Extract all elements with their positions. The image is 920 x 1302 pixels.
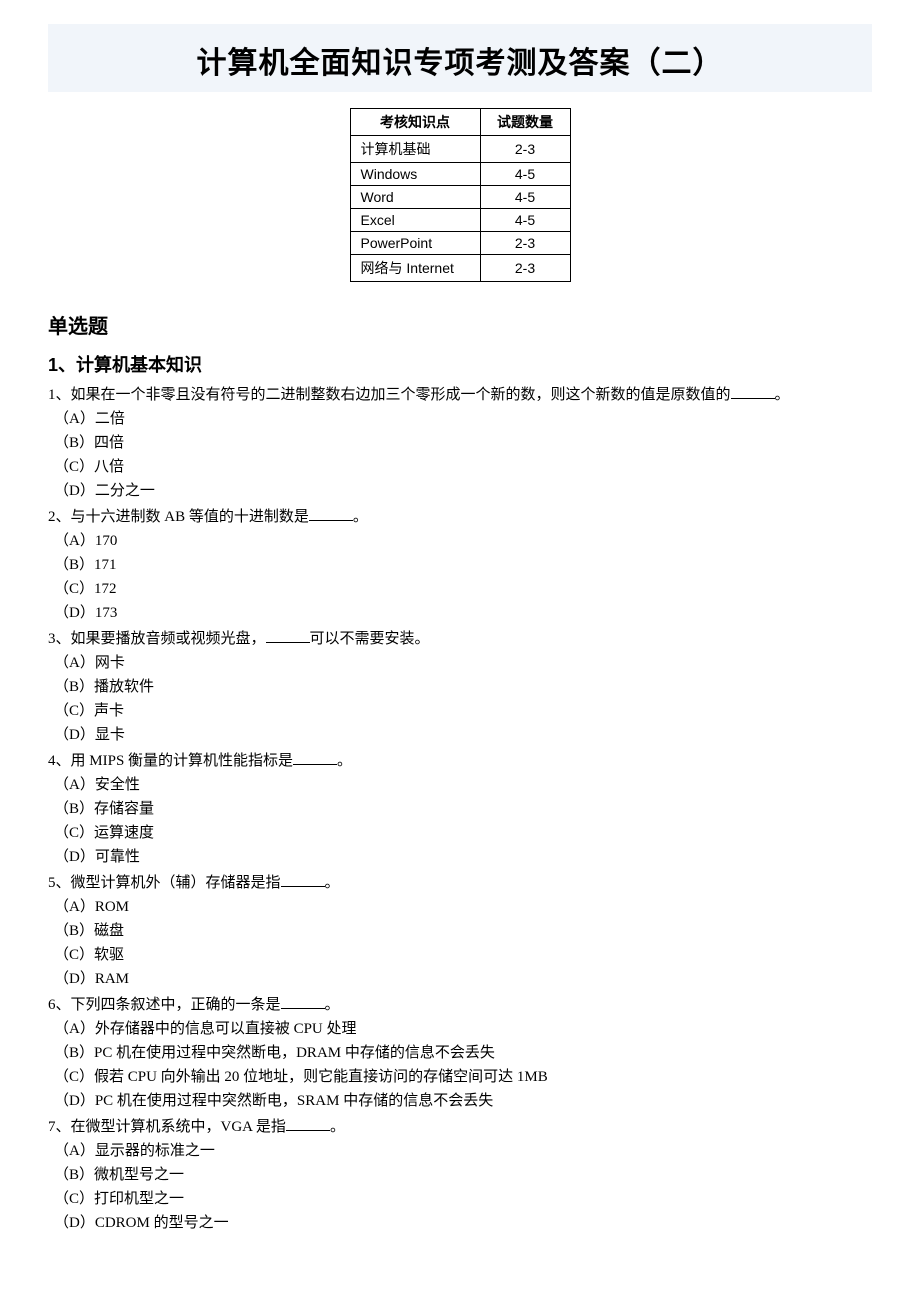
cell-topic: Excel <box>350 209 480 232</box>
stem-text-after: 。 <box>775 387 790 403</box>
stem-text-after: 。 <box>337 753 352 769</box>
subsection-heading: 1、计算机基本知识 <box>48 351 872 377</box>
question-option: （A）网卡 <box>54 651 872 675</box>
cell-count: 2-3 <box>480 232 570 255</box>
question-number: 6、 <box>48 997 71 1013</box>
cell-topic: Word <box>350 186 480 209</box>
table-header-row: 考核知识点 试题数量 <box>350 109 570 136</box>
question-option: （A）二倍 <box>54 407 872 431</box>
question-stem: 1、如果在一个非零且没有符号的二进制整数右边加三个零形成一个新的数，则这个新数的… <box>48 383 872 407</box>
table-row: 网络与 Internet2-3 <box>350 255 570 282</box>
fill-blank <box>731 384 775 399</box>
question-number: 2、 <box>48 509 71 525</box>
stem-text-before: 下列四条叙述中，正确的一条是 <box>71 997 281 1013</box>
question-option: （B）PC 机在使用过程中突然断电，DRAM 中存储的信息不会丢失 <box>54 1041 872 1065</box>
question-option: （C）声卡 <box>54 699 872 723</box>
fill-blank <box>281 872 325 887</box>
stem-text-before: 用 MIPS 衡量的计算机性能指标是 <box>71 753 294 769</box>
col-header-count: 试题数量 <box>480 109 570 136</box>
table-row: 计算机基础2-3 <box>350 136 570 163</box>
question-option: （D）PC 机在使用过程中突然断电，SRAM 中存储的信息不会丢失 <box>54 1089 872 1113</box>
question-option: （B）磁盘 <box>54 919 872 943</box>
fill-blank <box>309 506 353 521</box>
stem-text-after: 。 <box>353 509 368 525</box>
fill-blank <box>286 1116 330 1131</box>
page-title: 计算机全面知识专项考测及答案（二） <box>48 38 872 82</box>
question: 1、如果在一个非零且没有符号的二进制整数右边加三个零形成一个新的数，则这个新数的… <box>48 383 872 503</box>
cell-topic: 计算机基础 <box>350 136 480 163</box>
question-option: （D）可靠性 <box>54 845 872 869</box>
cell-count: 4-5 <box>480 186 570 209</box>
stem-text-before: 与十六进制数 AB 等值的十进制数是 <box>71 509 309 525</box>
table-row: Windows4-5 <box>350 163 570 186</box>
question-stem: 7、在微型计算机系统中，VGA 是指 。 <box>48 1115 872 1139</box>
fill-blank <box>266 628 310 643</box>
question-stem: 4、用 MIPS 衡量的计算机性能指标是 。 <box>48 749 872 773</box>
cell-topic: PowerPoint <box>350 232 480 255</box>
table-row: PowerPoint2-3 <box>350 232 570 255</box>
stem-text-after: 。 <box>325 997 340 1013</box>
question-number: 5、 <box>48 875 71 891</box>
question-option: （C）打印机型之一 <box>54 1187 872 1211</box>
question-option: （B）171 <box>54 553 872 577</box>
section-heading: 单选题 <box>48 310 872 339</box>
question-option: （A）ROM <box>54 895 872 919</box>
cell-count: 4-5 <box>480 209 570 232</box>
stem-text-after: 可以不需要安装。 <box>310 631 430 647</box>
question-option: （A）安全性 <box>54 773 872 797</box>
stem-text-before: 如果在一个非零且没有符号的二进制整数右边加三个零形成一个新的数，则这个新数的值是… <box>71 387 731 403</box>
page: 计算机全面知识专项考测及答案（二） 考核知识点 试题数量 计算机基础2-3Win… <box>0 0 920 1285</box>
question-option: （A）显示器的标准之一 <box>54 1139 872 1163</box>
question-option: （B）微机型号之一 <box>54 1163 872 1187</box>
fill-blank <box>293 750 337 765</box>
cell-count: 4-5 <box>480 163 570 186</box>
question-option: （B）四倍 <box>54 431 872 455</box>
cell-topic: Windows <box>350 163 480 186</box>
question: 7、在微型计算机系统中，VGA 是指。（A）显示器的标准之一（B）微机型号之一（… <box>48 1115 872 1235</box>
title-block: 计算机全面知识专项考测及答案（二） <box>48 24 872 92</box>
question-number: 1、 <box>48 387 71 403</box>
question-option: （C）172 <box>54 577 872 601</box>
question-option: （D）显卡 <box>54 723 872 747</box>
question-stem: 2、与十六进制数 AB 等值的十进制数是 。 <box>48 505 872 529</box>
question-number: 4、 <box>48 753 71 769</box>
question-option: （D）CDROM 的型号之一 <box>54 1211 872 1235</box>
stem-text-after: 。 <box>330 1119 345 1135</box>
question-option: （B）播放软件 <box>54 675 872 699</box>
stem-text-before: 如果要播放音频或视频光盘， <box>71 631 266 647</box>
question-option: （C）假若 CPU 向外输出 20 位地址，则它能直接访问的存储空间可达 1MB <box>54 1065 872 1089</box>
question-option: （B）存储容量 <box>54 797 872 821</box>
question: 3、如果要播放音频或视频光盘， 可以不需要安装。 （A）网卡（B）播放软件（C）声卡… <box>48 627 872 747</box>
question-stem: 6、下列四条叙述中，正确的一条是 。 <box>48 993 872 1017</box>
question-number: 7、 <box>48 1119 71 1135</box>
table-row: Excel4-5 <box>350 209 570 232</box>
question-option: （D）RAM <box>54 967 872 991</box>
question-option: （D）二分之一 <box>54 479 872 503</box>
cell-topic: 网络与 Internet <box>350 255 480 282</box>
question-option: （C）软驱 <box>54 943 872 967</box>
question: 6、下列四条叙述中，正确的一条是 。 （A）外存储器中的信息可以直接被 CPU 处理… <box>48 993 872 1113</box>
stem-text-before: 微型计算机外（辅）存储器是指 <box>71 875 281 891</box>
question-option: （A）外存储器中的信息可以直接被 CPU 处理 <box>54 1017 872 1041</box>
cell-count: 2-3 <box>480 255 570 282</box>
question-option: （C）运算速度 <box>54 821 872 845</box>
question-stem: 3、如果要播放音频或视频光盘， 可以不需要安装。 <box>48 627 872 651</box>
question-number: 3、 <box>48 631 71 647</box>
question-option: （A）170 <box>54 529 872 553</box>
cell-count: 2-3 <box>480 136 570 163</box>
question-option: （C）八倍 <box>54 455 872 479</box>
summary-table-body: 计算机基础2-3Windows4-5Word4-5Excel4-5PowerPo… <box>350 136 570 282</box>
table-row: Word4-5 <box>350 186 570 209</box>
question: 4、用 MIPS 衡量的计算机性能指标是 。 （A）安全性（B）存储容量（C）运算速… <box>48 749 872 869</box>
question-stem: 5、微型计算机外（辅）存储器是指 。 <box>48 871 872 895</box>
questions-container: 1、如果在一个非零且没有符号的二进制整数右边加三个零形成一个新的数，则这个新数的… <box>48 383 872 1235</box>
question-option: （D）173 <box>54 601 872 625</box>
question: 2、与十六进制数 AB 等值的十进制数是 。 （A）170（B）171（C）172（… <box>48 505 872 625</box>
stem-text-after: 。 <box>325 875 340 891</box>
col-header-topic: 考核知识点 <box>350 109 480 136</box>
summary-table: 考核知识点 试题数量 计算机基础2-3Windows4-5Word4-5Exce… <box>350 108 571 282</box>
question: 5、微型计算机外（辅）存储器是指 。 （A）ROM（B）磁盘（C）软驱（D）RAM <box>48 871 872 991</box>
fill-blank <box>281 994 325 1009</box>
stem-text-before: 在微型计算机系统中，VGA 是指 <box>71 1119 286 1135</box>
